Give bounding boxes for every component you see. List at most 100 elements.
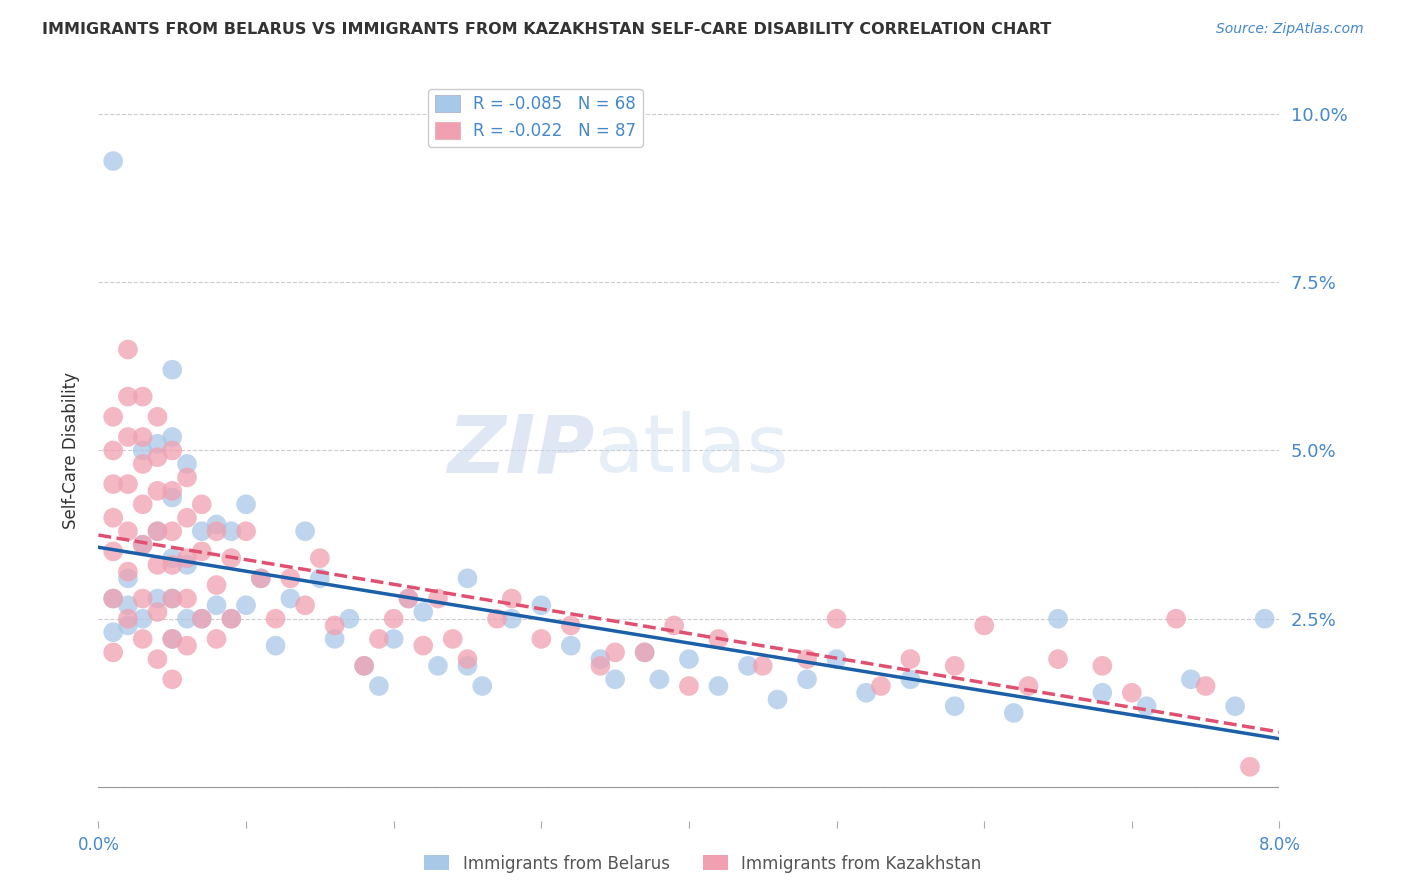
Point — [132, 497, 155, 511]
Point — [221, 612, 243, 626]
Point — [117, 565, 139, 579]
Point — [146, 409, 169, 424]
Point — [339, 612, 361, 626]
Point — [162, 491, 183, 505]
Point — [117, 599, 139, 613]
Point — [1046, 652, 1070, 666]
Point — [605, 673, 627, 687]
Point — [1225, 699, 1247, 714]
Point — [530, 632, 553, 646]
Point — [870, 679, 893, 693]
Point — [103, 591, 125, 606]
Point — [205, 632, 228, 646]
Point — [323, 632, 346, 646]
Point — [103, 154, 125, 169]
Point — [162, 673, 183, 687]
Point — [825, 612, 848, 626]
Point — [678, 652, 700, 666]
Point — [117, 477, 139, 491]
Point — [146, 558, 169, 572]
Point — [1180, 673, 1202, 687]
Point — [146, 483, 169, 498]
Point — [162, 524, 183, 539]
Point — [191, 544, 214, 558]
Point — [117, 343, 139, 357]
Point — [309, 551, 332, 566]
Point — [117, 524, 139, 539]
Point — [648, 673, 671, 687]
Legend: Immigrants from Belarus, Immigrants from Kazakhstan: Immigrants from Belarus, Immigrants from… — [418, 848, 988, 880]
Point — [412, 639, 434, 653]
Point — [368, 679, 391, 693]
Point — [825, 652, 848, 666]
Point — [441, 632, 464, 646]
Point — [796, 652, 818, 666]
Point — [634, 645, 657, 659]
Point — [117, 612, 139, 626]
Point — [530, 599, 553, 613]
Point — [501, 591, 523, 606]
Point — [162, 443, 183, 458]
Point — [1239, 760, 1261, 774]
Point — [1121, 686, 1143, 700]
Point — [412, 605, 434, 619]
Point — [132, 632, 155, 646]
Point — [103, 443, 125, 458]
Point — [398, 591, 420, 606]
Point — [486, 612, 509, 626]
Point — [103, 591, 125, 606]
Point — [589, 658, 612, 673]
Point — [678, 679, 700, 693]
Point — [382, 632, 405, 646]
Point — [176, 612, 198, 626]
Point — [191, 497, 214, 511]
Point — [162, 551, 183, 566]
Point — [146, 591, 169, 606]
Text: ZIP: ZIP — [447, 411, 595, 490]
Point — [560, 639, 582, 653]
Point — [707, 679, 730, 693]
Point — [589, 652, 612, 666]
Point — [707, 632, 730, 646]
Point — [250, 571, 273, 585]
Point — [103, 544, 125, 558]
Text: Source: ZipAtlas.com: Source: ZipAtlas.com — [1216, 22, 1364, 37]
Point — [176, 470, 198, 484]
Point — [766, 692, 789, 706]
Point — [132, 430, 155, 444]
Point — [117, 430, 139, 444]
Point — [221, 612, 243, 626]
Point — [235, 599, 257, 613]
Point — [398, 591, 420, 606]
Point — [191, 612, 214, 626]
Point — [1254, 612, 1277, 626]
Point — [132, 457, 155, 471]
Point — [280, 571, 302, 585]
Point — [264, 639, 287, 653]
Point — [205, 599, 228, 613]
Point — [146, 450, 169, 465]
Point — [294, 599, 316, 613]
Point — [457, 652, 479, 666]
Point — [103, 510, 125, 524]
Point — [943, 699, 966, 714]
Point — [560, 618, 582, 632]
Point — [471, 679, 494, 693]
Point — [605, 645, 627, 659]
Point — [132, 390, 155, 404]
Point — [162, 362, 183, 376]
Point — [427, 591, 450, 606]
Point — [353, 658, 375, 673]
Point — [176, 591, 198, 606]
Point — [117, 390, 139, 404]
Point — [162, 430, 183, 444]
Point — [235, 497, 257, 511]
Point — [323, 618, 346, 632]
Point — [162, 591, 183, 606]
Point — [900, 652, 922, 666]
Point — [117, 618, 139, 632]
Point — [353, 658, 375, 673]
Text: atlas: atlas — [595, 411, 789, 490]
Point — [1136, 699, 1159, 714]
Point — [250, 571, 273, 585]
